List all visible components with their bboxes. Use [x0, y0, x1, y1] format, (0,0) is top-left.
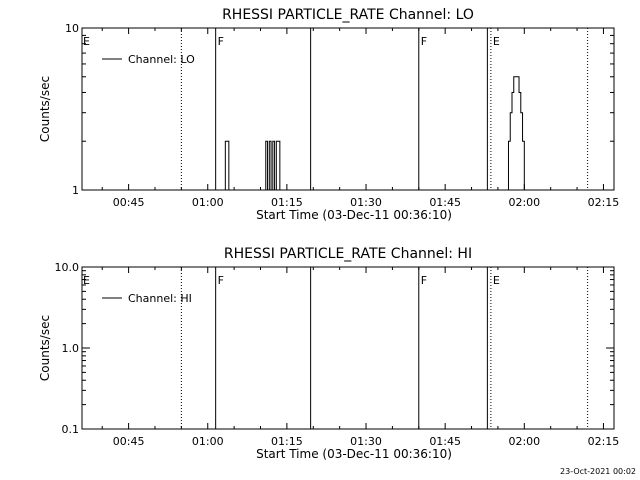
x-tick-label: 02:15	[588, 196, 620, 209]
annotation-label: E	[83, 274, 90, 287]
annotation-label: F	[421, 35, 427, 48]
x-tick-label: 01:45	[429, 196, 461, 209]
legend-entry: Channel: HI	[128, 292, 192, 305]
x-tick-label: 01:30	[350, 196, 382, 209]
x-tick-label: 01:30	[350, 435, 382, 448]
chart-panel-hi: RHESSI PARTICLE_RATE Channel: HI 00:45 01:…	[38, 246, 619, 461]
x-tick-label: 02:00	[508, 196, 540, 209]
x-tick-label: 01:00	[192, 196, 224, 209]
legend-entry: Channel: LO	[128, 53, 195, 66]
x-axis-label: Start Time (03-Dec-11 00:36:10)	[256, 208, 452, 222]
annotation-label: E	[493, 274, 500, 287]
y-tick-label: 10	[65, 22, 79, 35]
chart-panel-lo: RHESSI PARTICLE_RATE Channel: LO 00:45 01:…	[38, 7, 619, 222]
annotation-label: F	[421, 274, 427, 287]
chart-title: RHESSI PARTICLE_RATE Channel: HI	[224, 246, 472, 262]
y-tick-label: 1.0	[62, 342, 80, 355]
x-tick-label: 01:15	[271, 196, 303, 209]
annotation-label: F	[218, 35, 224, 48]
x-tick-label: 00:45	[113, 435, 145, 448]
x-tick-label: 00:45	[113, 196, 145, 209]
annotation-label: E	[493, 35, 500, 48]
x-tick-label: 02:15	[588, 435, 620, 448]
y-tick-label: 0.1	[62, 423, 80, 436]
y-axis-label: Counts/sec	[38, 76, 52, 142]
y-axis-label: Counts/sec	[38, 315, 52, 381]
x-tick-label: 01:45	[429, 435, 461, 448]
y-tick-label: 1	[72, 184, 79, 197]
x-tick-label: 02:00	[508, 435, 540, 448]
series-line	[221, 76, 530, 191]
x-axis-label: Start Time (03-Dec-11 00:36:10)	[256, 447, 452, 461]
x-tick-label: 01:00	[192, 435, 224, 448]
footer-timestamp: 23-Oct-2021 00:02	[560, 467, 636, 476]
annotation-label: F	[218, 274, 224, 287]
y-tick-label: 10.0	[55, 261, 80, 274]
annotation-label: E	[83, 35, 90, 48]
x-tick-label: 01:15	[271, 435, 303, 448]
chart-title: RHESSI PARTICLE_RATE Channel: LO	[222, 7, 474, 23]
